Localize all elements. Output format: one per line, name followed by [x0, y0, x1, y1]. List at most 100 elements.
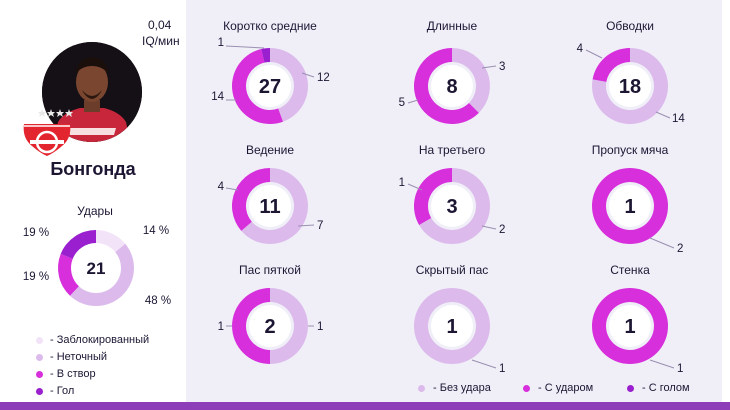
player-silhouette-icon	[42, 42, 142, 142]
leader-line	[225, 45, 265, 49]
donut-title: Коротко средние	[223, 19, 317, 33]
leader-line	[585, 49, 603, 59]
slice-label: 14 %	[143, 225, 169, 237]
donut-6: 1 Пропуск мяча 2	[592, 143, 684, 255]
donut-center	[609, 185, 651, 227]
player-panel: 0,04 IQ/мин Бонгонда Удары 21 14 % 48 % 19 …	[0, 0, 186, 410]
actions-panel: 27 Коротко средние 12 14 1 8 Длинные 3 5 18 Обводк…	[186, 0, 722, 402]
leader-line	[225, 187, 239, 191]
slice-заблокированный	[96, 230, 126, 253]
legend-dot-icon	[36, 387, 43, 395]
donut-0: 21 14 % 48 % 19 % 19 %	[23, 225, 171, 307]
donut-9: 1 Стенка 1	[591, 263, 683, 375]
slice-label: 19 %	[23, 227, 49, 239]
donut-center	[74, 246, 118, 290]
legend-label: - С ударом	[538, 382, 594, 394]
slice-с-ударом	[414, 168, 452, 225]
slice-label: 7	[317, 220, 323, 232]
donut-title: Обводки	[606, 19, 654, 33]
leader-line	[407, 183, 423, 191]
slice-label: 48 %	[145, 295, 171, 307]
donut-3: 18 Обводки 14 4	[577, 19, 686, 125]
slice-label: 1	[218, 321, 224, 333]
slice-label: 2	[499, 224, 505, 236]
slice-гол	[60, 230, 96, 259]
slice-с-ударом	[232, 288, 270, 364]
shots-donut-chart: 21 14 % 48 % 19 % 19 %	[23, 225, 171, 307]
slice-с-голом	[261, 48, 270, 63]
donut-2: 8 Длинные 3 5	[399, 19, 505, 124]
donut-center	[249, 65, 291, 107]
legend-dot-icon	[627, 384, 634, 392]
donut-8: 1 Скрытый пас 1	[413, 263, 505, 375]
donut-total: 18	[619, 76, 641, 98]
slice-без-удара	[270, 288, 308, 364]
slice-с-ударом	[232, 168, 270, 231]
slice-label: 3	[499, 61, 505, 73]
right-edge	[722, 0, 730, 402]
shots-legend-item: - Заблокированный	[36, 334, 149, 346]
slice-label: 5	[399, 97, 405, 109]
legend-dot-icon	[418, 384, 425, 392]
spartak-logo-icon	[23, 124, 71, 156]
donut-center	[249, 185, 291, 227]
donut-5: 3 На третьего 2 1	[399, 143, 505, 244]
slice-с-ударом	[591, 168, 668, 244]
legend-label: - В створ	[50, 368, 96, 380]
legend-label: - Заблокированный	[50, 334, 150, 346]
actions-legend-item: - С ударом	[523, 382, 593, 394]
slice-label: 4	[577, 43, 584, 55]
leader-line	[301, 72, 315, 78]
slice-label: 2	[677, 243, 683, 255]
leader-line	[649, 237, 675, 249]
actions-legend-item: - С голом	[627, 382, 690, 394]
slice-с-ударом	[232, 49, 283, 125]
slice-без-удара	[419, 168, 490, 244]
stars-icon	[38, 109, 73, 117]
leader-line	[407, 99, 419, 104]
slice-неточный	[69, 243, 134, 306]
slice-с-ударом	[591, 288, 668, 364]
leader-line	[655, 111, 671, 119]
donut-center	[431, 305, 473, 347]
iq-unit: IQ/мин	[142, 34, 180, 48]
slice-label: 1	[677, 363, 683, 375]
slice-с-ударом	[414, 48, 479, 124]
donut-title: Длинные	[427, 19, 478, 33]
slice-label: 1	[499, 363, 505, 375]
donut-total: 21	[87, 259, 106, 278]
slice-label: 19 %	[23, 271, 49, 283]
legend-label: - С голом	[642, 382, 690, 394]
legend-label: - Неточный	[50, 351, 108, 363]
donut-7: 2 Пас пяткой 1 1	[218, 263, 323, 364]
leader-line	[481, 65, 497, 69]
legend-label: - Без удара	[433, 382, 491, 394]
legend-dot-icon	[36, 370, 43, 378]
shots-legend-item: - Гол	[36, 385, 74, 397]
donut-title: Ведение	[246, 143, 294, 157]
slice-label: 1	[317, 321, 323, 333]
bottom-accent-bar	[0, 402, 730, 410]
donut-total: 1	[446, 316, 457, 338]
donut-center	[609, 65, 651, 107]
donut-total: 27	[259, 76, 281, 98]
legend-dot-icon	[523, 384, 530, 392]
donut-total: 11	[259, 196, 280, 218]
donut-center	[431, 65, 473, 107]
slice-label: 12	[317, 72, 330, 84]
leader-line	[297, 224, 315, 227]
donut-total: 1	[624, 196, 635, 218]
donut-4: 11 Ведение 7 4	[218, 143, 323, 244]
shots-legend-item: - В створ	[36, 368, 96, 380]
slice-label: 4	[218, 181, 225, 193]
donut-title: Стенка	[610, 263, 650, 277]
slice-label: 1	[218, 37, 224, 49]
iq-value: 0,04	[148, 18, 172, 32]
donut-total: 3	[446, 196, 457, 218]
donut-center	[609, 305, 651, 347]
actions-legend-item: - Без удара	[418, 382, 491, 394]
leader-line	[649, 359, 675, 369]
leader-line	[471, 359, 497, 369]
donut-1: 27 Коротко средние 12 14 1	[211, 19, 330, 125]
